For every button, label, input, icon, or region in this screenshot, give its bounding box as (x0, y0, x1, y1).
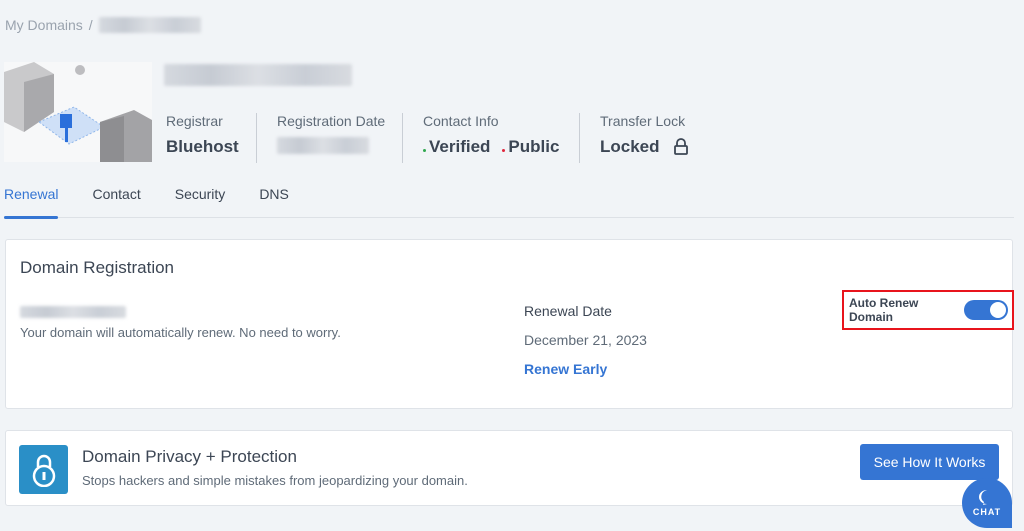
privacy-title: Domain Privacy + Protection (82, 447, 297, 466)
registrar-value: Bluehost (166, 137, 239, 156)
transfer-lock-info: Transfer Lock Locked (600, 113, 690, 157)
chat-label: CHAT (972, 507, 1002, 517)
registrar-label: Registrar (166, 113, 223, 129)
registration-date-label: Registration Date (277, 113, 386, 129)
transfer-lock-label: Transfer Lock (600, 113, 686, 129)
card-title: Domain Registration (20, 258, 175, 277)
see-how-it-works-button[interactable]: See How It Works (860, 444, 999, 480)
public-status: Public (502, 137, 559, 157)
tab-contact[interactable]: Contact (92, 186, 141, 202)
public-text: Public (508, 137, 560, 156)
renewal-date-label: Renewal Date (524, 303, 612, 319)
green-dot-icon (423, 149, 426, 152)
domain-illustration (4, 62, 152, 162)
domain-registration-card: Domain Registration Your domain will aut… (5, 239, 1014, 409)
contact-info: Contact Info Verified Public (423, 113, 559, 157)
divider (579, 113, 580, 163)
verified-status: Verified (423, 137, 490, 157)
red-dot-icon (502, 149, 506, 152)
breadcrumb-my-domains[interactable]: My Domains (5, 17, 83, 33)
contact-label: Contact Info (423, 113, 499, 129)
redacted-domain (20, 306, 126, 318)
chat-bubble-icon: ” (979, 490, 990, 505)
auto-renew-highlight: Auto Renew Domain (842, 290, 1014, 330)
registration-date-info: Registration Date (277, 113, 385, 154)
verified-text: Verified (429, 137, 491, 156)
auto-renew-message: Your domain will automatically renew. No… (20, 325, 341, 340)
redacted-registration-date (277, 137, 369, 154)
breadcrumb: My Domains / (5, 17, 201, 33)
divider (402, 113, 403, 163)
chat-button[interactable]: ” CHAT (962, 478, 1012, 528)
breadcrumb-separator: / (88, 17, 93, 33)
svg-text:”: ” (984, 493, 990, 503)
redacted-domain-title (164, 64, 352, 86)
auto-renew-toggle[interactable] (964, 300, 1008, 320)
privacy-shield-icon (19, 445, 68, 494)
tab-bar: Renewal Contact Security DNS (4, 186, 1014, 219)
divider (256, 113, 257, 163)
privacy-description: Stops hackers and simple mistakes from j… (82, 473, 468, 488)
tab-dns[interactable]: DNS (259, 186, 289, 202)
redacted-domain (98, 17, 201, 33)
renewal-date-value: December 21, 2023 (524, 332, 647, 348)
auto-renew-label: Auto Renew Domain (849, 296, 919, 324)
domain-privacy-card: Domain Privacy + Protection Stops hacker… (5, 430, 1013, 506)
transfer-lock-value: Locked (600, 137, 660, 156)
lock-icon (673, 138, 688, 155)
tab-security[interactable]: Security (174, 186, 226, 202)
tab-renewal[interactable]: Renewal (4, 186, 59, 219)
renew-early-link[interactable]: Renew Early (524, 361, 608, 377)
registrar-info: Registrar Bluehost (166, 113, 239, 157)
